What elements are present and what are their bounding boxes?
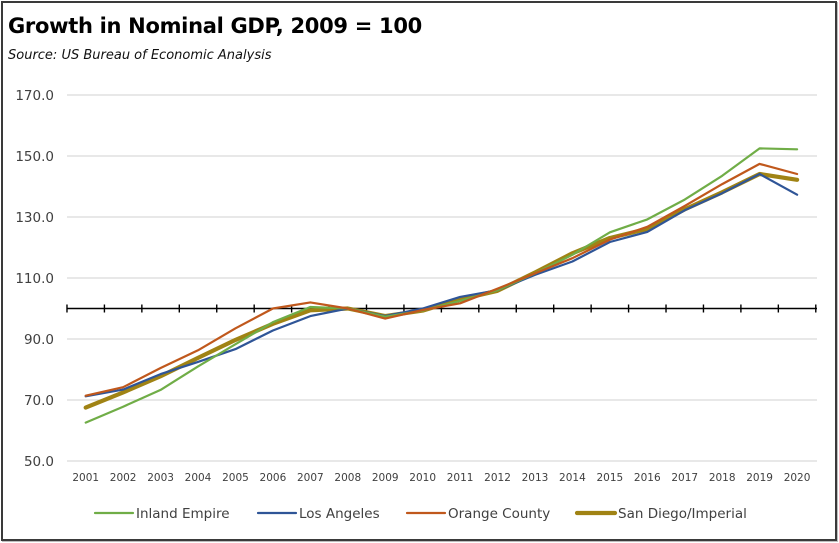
gridlines: [67, 94, 817, 462]
series-line-orange-county: [84, 162, 799, 397]
y-tick-label: 70.0: [24, 393, 54, 409]
series-lines: [83, 147, 800, 424]
x-tick-label: 2004: [185, 472, 212, 484]
x-axis-tick-labels: 2001 2002 2003 2004 2005 2006 2007 2008 2009 2010…: [72, 472, 810, 484]
x-tick-label: 2015: [596, 472, 623, 484]
series-line-san-diego-imperial: [83, 171, 800, 410]
legend-item: Orange County: [405, 506, 550, 522]
y-tick-label: 130.0: [15, 210, 54, 226]
x-tick-label: 2005: [222, 472, 249, 484]
x-tick-label: 2019: [746, 472, 773, 484]
y-tick-label: 50.0: [24, 454, 54, 470]
x-tick-label: 2013: [522, 472, 549, 484]
x-tick-label: 2017: [671, 472, 698, 484]
x-tick-label: 2018: [709, 472, 736, 484]
legend-item: Los Angeles: [256, 506, 380, 522]
legend-label: Inland Empire: [136, 506, 230, 522]
x-tick-label: 2002: [110, 472, 137, 484]
legend-label: Orange County: [448, 506, 550, 522]
legend-label: San Diego/Imperial: [618, 506, 747, 522]
x-tick-label: 2014: [559, 472, 586, 484]
legend: Inland Empire Los Angeles Orange County San…: [93, 506, 747, 522]
x-tick-label: 2007: [297, 472, 324, 484]
y-tick-label: 90.0: [24, 332, 54, 348]
x-tick-label: 2006: [260, 472, 287, 484]
x-tick-label: 2010: [409, 472, 436, 484]
legend-label: Los Angeles: [299, 506, 380, 522]
legend-item: San Diego/Imperial: [574, 506, 747, 522]
x-tick-label: 2012: [484, 472, 511, 484]
y-axis-tick-labels: 50.0 70.0 90.0 110.0 130.0 150.0 170.0: [15, 88, 54, 470]
y-tick-label: 150.0: [15, 149, 54, 165]
chart-title: Growth in Nominal GDP, 2009 = 100: [8, 14, 422, 38]
legend-item: Inland Empire: [93, 506, 230, 522]
chart-subtitle: Source: US Bureau of Economic Analysis: [8, 48, 272, 63]
series-line-inland-empire: [84, 147, 799, 424]
x-tick-label: 2020: [784, 472, 811, 484]
x-tick-label: 2001: [72, 472, 99, 484]
x-tick-label: 2003: [147, 472, 174, 484]
series-line-los-angeles: [84, 172, 799, 398]
x-tick-label: 2009: [372, 472, 399, 484]
x-tick-label: 2016: [634, 472, 661, 484]
y-tick-label: 110.0: [15, 271, 54, 287]
x-tick-label: 2011: [447, 472, 474, 484]
y-tick-label: 170.0: [15, 88, 54, 104]
x-tick-label: 2008: [334, 472, 361, 484]
